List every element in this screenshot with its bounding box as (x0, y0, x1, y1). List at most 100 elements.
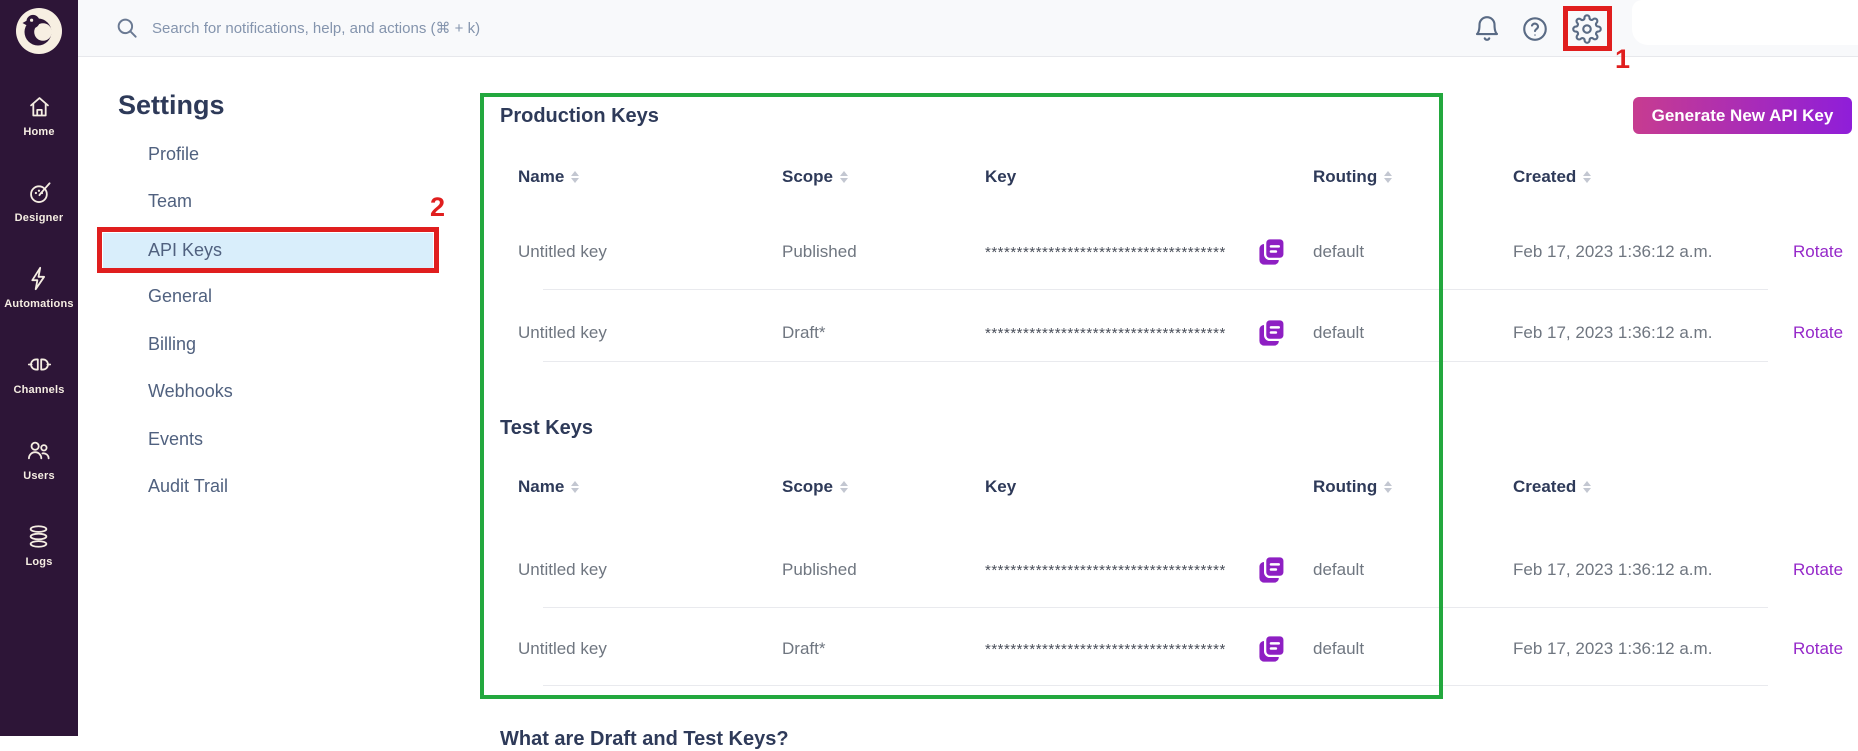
lightning-icon (31, 266, 46, 291)
section-title-production-keys: Production Keys (500, 105, 659, 127)
row-divider (543, 685, 1768, 686)
column-header-scope[interactable]: Scope (782, 167, 985, 187)
annotation-number-2: 2 (430, 192, 446, 222)
key-routing: default (1313, 639, 1365, 658)
sort-icon (571, 171, 580, 183)
settings-nav-profile[interactable]: Profile (148, 144, 200, 164)
key-name: Untitled key (518, 242, 607, 261)
settings-nav-general[interactable]: General (148, 286, 213, 306)
key-value-cell: ************************************** (985, 317, 1313, 349)
table-row: Untitled key Published *****************… (518, 230, 1850, 274)
sort-icon (1583, 171, 1592, 183)
sidebar-item-automations[interactable]: Automations (4, 265, 74, 310)
column-header-created[interactable]: Created (1513, 477, 1793, 497)
courier-logo-icon[interactable] (15, 7, 63, 55)
copy-document-icon[interactable] (1257, 633, 1287, 665)
key-name: Untitled key (518, 639, 607, 658)
section-title-test-keys: Test Keys (500, 417, 594, 439)
column-header-scope[interactable]: Scope (782, 477, 985, 497)
settings-nav-events[interactable]: Events (148, 429, 204, 449)
sidebar-label: Users (23, 470, 55, 482)
masked-key: ************************************** (985, 324, 1226, 342)
key-name: Untitled key (518, 560, 607, 579)
table-row: Untitled key Draft* ********************… (518, 311, 1850, 355)
cutoff-heading: What are Draft and Test Keys? (500, 728, 789, 750)
key-value-cell: ************************************** (985, 236, 1313, 268)
row-divider (543, 607, 1768, 608)
row-divider (543, 361, 1768, 362)
settings-nav-api-keys[interactable]: API Keys (148, 240, 223, 260)
users-icon (28, 441, 51, 460)
page-title: Settings (118, 90, 225, 120)
sidebar-nav: Home Designer Automations Channels (0, 93, 78, 609)
column-header-created[interactable]: Created (1513, 167, 1793, 187)
sidebar-label: Designer (14, 212, 64, 224)
blank-overlay (1632, 0, 1858, 45)
column-header-routing[interactable]: Routing (1313, 477, 1513, 497)
key-scope: Published (782, 560, 857, 579)
key-name: Untitled key (518, 323, 607, 342)
masked-key: ************************************** (985, 243, 1226, 261)
key-scope: Draft* (782, 323, 826, 342)
row-divider (543, 289, 1768, 290)
rotate-link[interactable]: Rotate (1793, 323, 1844, 342)
column-header-key: Key (985, 477, 1017, 496)
sidebar-label: Logs (25, 556, 53, 568)
column-header-key: Key (985, 167, 1017, 186)
settings-nav-billing[interactable]: Billing (148, 334, 197, 354)
settings-nav-team[interactable]: Team (148, 191, 193, 211)
key-routing: default (1313, 323, 1365, 342)
table-row: Untitled key Draft* ********************… (518, 627, 1850, 671)
key-routing: default (1313, 242, 1365, 261)
sort-icon (840, 171, 849, 183)
key-value-cell: ************************************** (985, 633, 1313, 665)
sidebar-item-designer[interactable]: Designer (15, 179, 64, 224)
rotate-link[interactable]: Rotate (1793, 639, 1844, 658)
home-icon (29, 97, 49, 117)
key-created: Feb 17, 2023 1:36:12 a.m. (1513, 639, 1713, 658)
app-sidebar: Home Designer Automations Channels (0, 0, 78, 736)
sidebar-label: Home (23, 126, 55, 138)
help-icon[interactable] (1520, 14, 1550, 44)
sidebar-item-users[interactable]: Users (23, 437, 55, 482)
key-scope: Draft* (782, 639, 826, 658)
copy-document-icon[interactable] (1257, 317, 1287, 349)
bell-icon[interactable] (1472, 14, 1502, 44)
sort-icon (1583, 481, 1592, 493)
key-routing: default (1313, 560, 1365, 579)
table-row: Untitled key Published *****************… (518, 548, 1850, 592)
column-header-name[interactable]: Name (518, 477, 782, 497)
table-header-row: Name Scope Key Routing Created (518, 474, 1850, 500)
annotation-number-1: 1 (1615, 44, 1631, 74)
rotate-link[interactable]: Rotate (1793, 242, 1844, 261)
column-header-name[interactable]: Name (518, 167, 782, 187)
search-icon (117, 18, 137, 38)
plug-icon (27, 358, 51, 371)
gear-icon[interactable] (1572, 14, 1602, 44)
database-icon (30, 525, 48, 548)
copy-document-icon[interactable] (1257, 236, 1287, 268)
search-input[interactable] (152, 10, 772, 46)
masked-key: ************************************** (985, 561, 1226, 579)
settings-nav-audit-trail[interactable]: Audit Trail (148, 476, 229, 496)
table-header-row: Name Scope Key Routing Created (518, 164, 1850, 190)
sort-icon (1384, 171, 1393, 183)
masked-key: ************************************** (985, 640, 1226, 658)
key-created: Feb 17, 2023 1:36:12 a.m. (1513, 242, 1713, 261)
key-created: Feb 17, 2023 1:36:12 a.m. (1513, 323, 1713, 342)
copy-document-icon[interactable] (1257, 554, 1287, 586)
key-value-cell: ************************************** (985, 554, 1313, 586)
sidebar-item-logs[interactable]: Logs (25, 523, 52, 568)
settings-nav-webhooks[interactable]: Webhooks (148, 381, 233, 401)
generate-api-key-button[interactable]: Generate New API Key (1633, 97, 1852, 134)
active-item-highlight (103, 233, 433, 271)
rotate-link[interactable]: Rotate (1793, 560, 1844, 579)
sidebar-label: Automations (4, 298, 74, 310)
sidebar-item-home[interactable]: Home (23, 93, 54, 138)
sort-icon (840, 481, 849, 493)
palette-icon (29, 182, 51, 203)
top-header (78, 0, 1858, 57)
key-scope: Published (782, 242, 857, 261)
sidebar-item-channels[interactable]: Channels (13, 351, 64, 396)
column-header-routing[interactable]: Routing (1313, 167, 1513, 187)
